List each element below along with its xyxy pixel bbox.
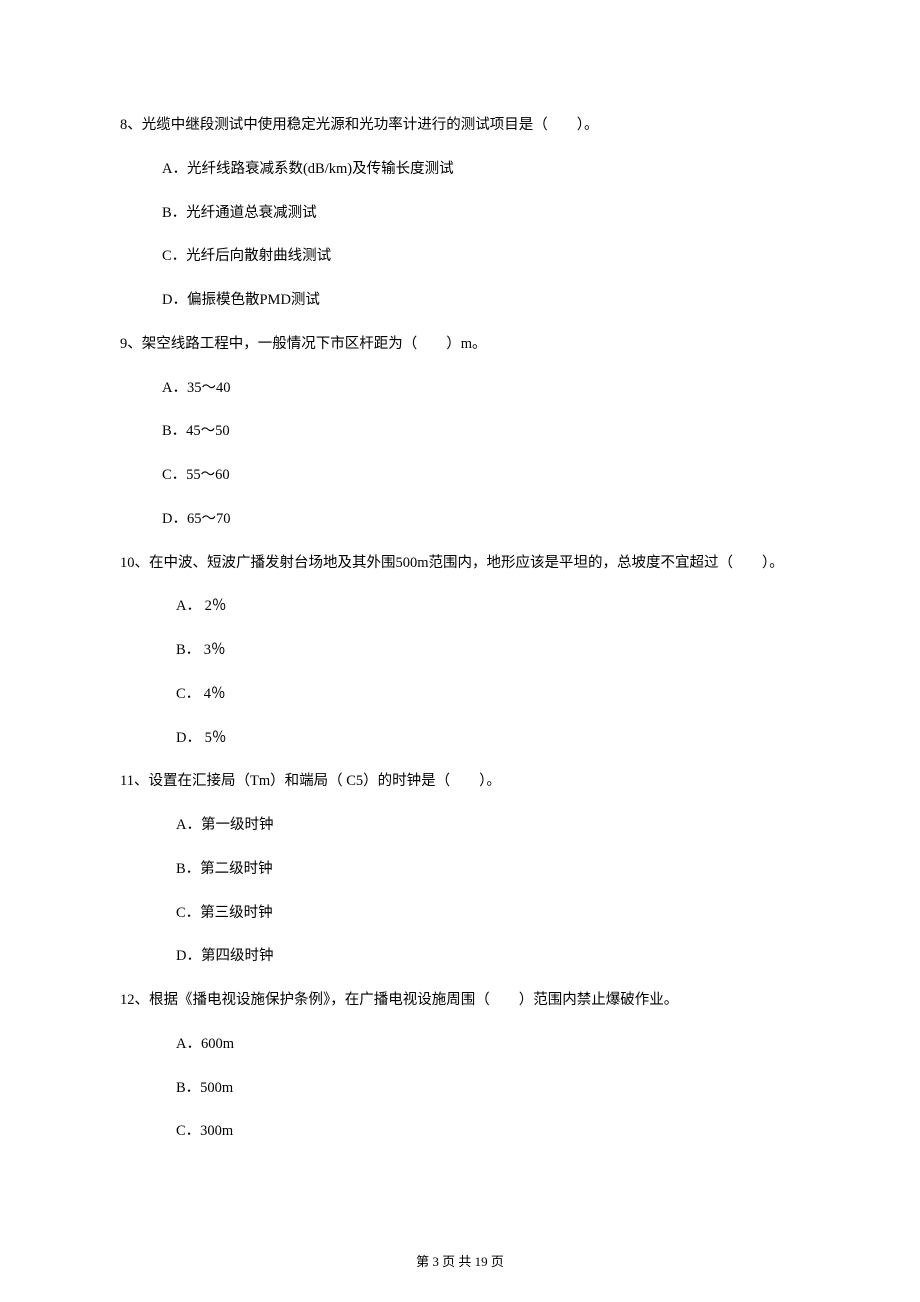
option-b: B． 3％ [120, 640, 800, 662]
option-a: A．光纤线路衰减系数(dB/km)及传输长度测试 [120, 159, 800, 181]
option-b: B．500m [120, 1078, 800, 1100]
option-a: A．35～40 [120, 378, 800, 400]
question-text: 12、根据《播电视设施保护条例》，在广播电视设施周围（ ）范围内禁止爆破作业。 [120, 990, 800, 1012]
question-9: 9、架空线路工程中，一般情况下市区杆距为（ ）m。 A．35～40 B．45～5… [120, 334, 800, 531]
option-d: D． 5％ [120, 728, 800, 750]
option-c: C．55～60 [120, 465, 800, 487]
question-text: 8、光缆中继段测试中使用稳定光源和光功率计进行的测试项目是（ ）。 [120, 115, 800, 137]
option-b: B．光纤通道总衰减测试 [120, 203, 800, 225]
question-11: 11、设置在汇接局（Tm）和端局（ C5）的时钟是（ ）。 A．第一级时钟 B．… [120, 771, 800, 968]
question-text: 9、架空线路工程中，一般情况下市区杆距为（ ）m。 [120, 334, 800, 356]
option-c: C．第三级时钟 [120, 903, 800, 925]
option-a: A．第一级时钟 [120, 815, 800, 837]
option-d: D．偏振模色散PMD测试 [120, 290, 800, 312]
option-c: C． 4％ [120, 684, 800, 706]
question-12: 12、根据《播电视设施保护条例》，在广播电视设施周围（ ）范围内禁止爆破作业。 … [120, 990, 800, 1143]
document-content: 8、光缆中继段测试中使用稳定光源和光功率计进行的测试项目是（ ）。 A．光纤线路… [120, 115, 800, 1143]
option-c: C．光纤后向散射曲线测试 [120, 246, 800, 268]
page-footer: 第 3 页 共 19 页 [0, 1251, 920, 1270]
question-text: 11、设置在汇接局（Tm）和端局（ C5）的时钟是（ ）。 [120, 771, 800, 793]
option-b: B．45～50 [120, 421, 800, 443]
option-a: A． 2％ [120, 596, 800, 618]
option-a: A．600m [120, 1034, 800, 1056]
option-d: D．第四级时钟 [120, 946, 800, 968]
question-8: 8、光缆中继段测试中使用稳定光源和光功率计进行的测试项目是（ ）。 A．光纤线路… [120, 115, 800, 312]
question-text: 10、在中波、短波广播发射台场地及其外围500m范围内，地形应该是平坦的，总坡度… [120, 553, 800, 575]
question-10: 10、在中波、短波广播发射台场地及其外围500m范围内，地形应该是平坦的，总坡度… [120, 553, 800, 750]
option-d: D．65～70 [120, 509, 800, 531]
option-b: B．第二级时钟 [120, 859, 800, 881]
option-c: C．300m [120, 1121, 800, 1143]
